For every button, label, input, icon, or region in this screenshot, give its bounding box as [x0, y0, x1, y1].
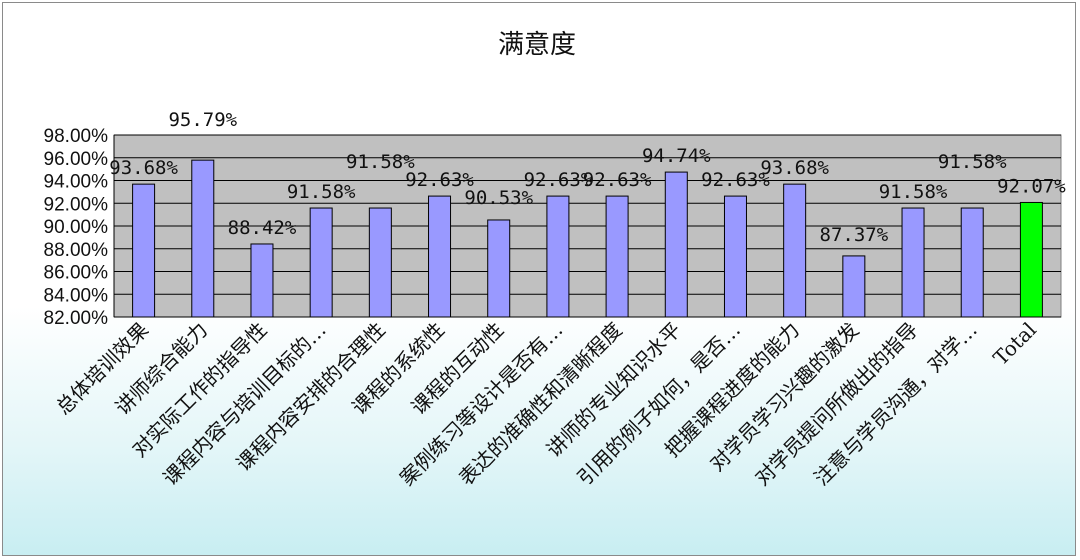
plot-area: 98.00%96.00%94.00%92.00%90.00%88.00%86.0…	[44, 109, 1067, 490]
data-label: 92.63%	[583, 169, 652, 191]
bar	[783, 183, 807, 318]
y-tick-label: 96.00%	[44, 149, 109, 170]
bar	[487, 219, 511, 318]
y-tick-label: 94.00%	[44, 172, 109, 193]
bar	[723, 195, 747, 318]
bar	[546, 195, 570, 318]
data-label: 94.74%	[642, 145, 711, 167]
data-label: 91.58%	[346, 151, 415, 173]
bar	[901, 207, 925, 318]
y-tick-label: 84.00%	[44, 285, 109, 306]
x-tick-label: Total	[988, 318, 1040, 370]
data-label: 88.42%	[228, 217, 297, 239]
bar-chart: 满意度 98.00%96.00%94.00%92.00%90.00%88.00%…	[44, 30, 1067, 490]
data-label: 91.58%	[287, 181, 356, 203]
y-tick-label: 98.00%	[44, 126, 109, 147]
y-tick-label: 86.00%	[44, 263, 109, 284]
data-label: 92.63%	[405, 169, 474, 191]
y-tick-label: 82.00%	[44, 308, 109, 329]
data-label: 90.53%	[464, 187, 533, 209]
bar	[842, 255, 866, 318]
data-label: 95.79%	[168, 109, 237, 131]
data-label: 92.07%	[997, 175, 1066, 197]
data-label: 92.63%	[524, 169, 593, 191]
data-label: 91.58%	[879, 181, 948, 203]
data-label: 93.68%	[109, 157, 178, 179]
bar	[132, 183, 156, 318]
data-label: 91.58%	[938, 151, 1007, 173]
bar	[368, 207, 392, 318]
bar	[191, 159, 215, 318]
bar	[250, 243, 274, 318]
bar	[309, 207, 333, 318]
bar	[664, 171, 688, 318]
bar	[428, 195, 452, 318]
data-label: 93.68%	[760, 157, 829, 179]
data-label: 87.37%	[820, 224, 889, 246]
y-tick-label: 90.00%	[44, 217, 109, 238]
bar	[960, 207, 984, 318]
bar	[605, 195, 629, 318]
y-tick-label: 92.00%	[44, 194, 109, 215]
bar	[1019, 201, 1043, 318]
chart-title: 满意度	[498, 30, 576, 60]
y-tick-label: 88.00%	[44, 240, 109, 261]
data-label: 92.63%	[701, 169, 770, 191]
